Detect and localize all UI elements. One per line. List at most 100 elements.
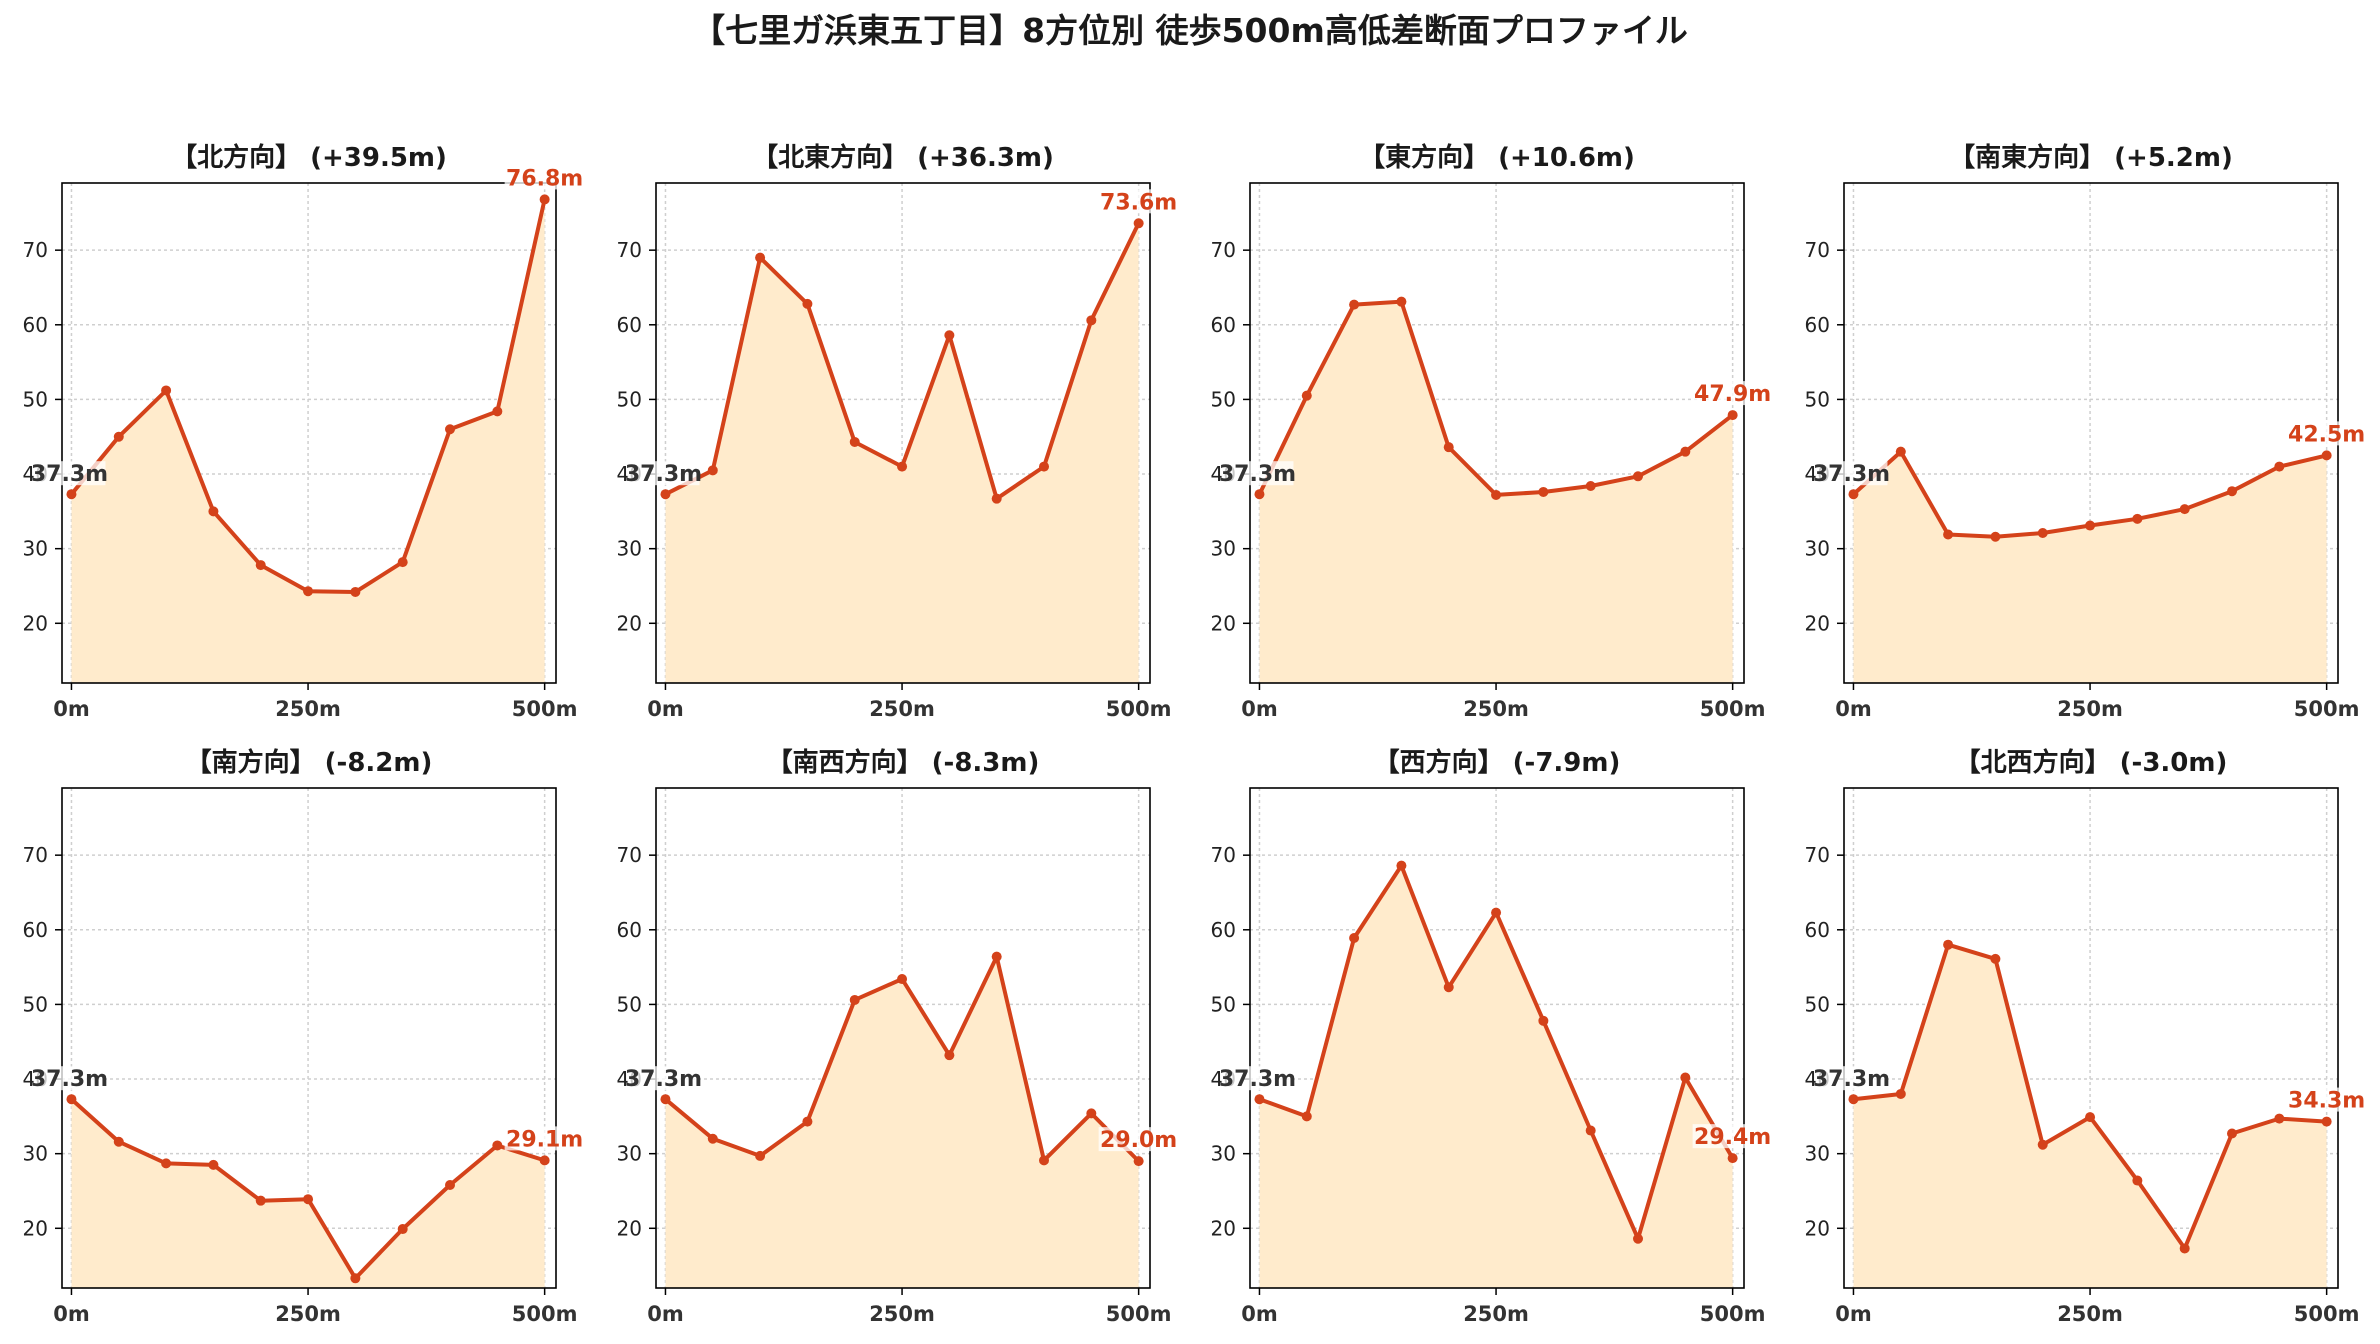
axes-frame <box>61 787 557 1289</box>
data-point <box>1443 442 1454 453</box>
subplot-title: 【西方向】 (-7.9m) <box>1374 747 1621 778</box>
y-tick-label: 50 <box>1211 387 1236 411</box>
start-label-bg <box>627 1066 700 1091</box>
y-tick-label: 70 <box>1211 238 1236 262</box>
data-point <box>1133 1156 1144 1167</box>
data-point <box>2179 504 2190 515</box>
data-point <box>2132 1175 2143 1186</box>
start-label-bg <box>1815 461 1888 486</box>
data-point <box>755 252 766 263</box>
data-point <box>1443 982 1454 993</box>
y-tick-label: 60 <box>23 918 48 942</box>
data-point <box>66 489 77 500</box>
x-tick-label: 250m <box>275 1302 341 1326</box>
data-point <box>1895 1088 1906 1099</box>
data-point <box>2227 1128 2238 1139</box>
x-tick-label: 0m <box>1241 1302 1278 1326</box>
data-point <box>2227 486 2238 497</box>
elevation-area <box>665 956 1139 1288</box>
start-label-bg <box>1221 461 1294 486</box>
data-point <box>1396 296 1407 307</box>
end-label-bg <box>504 1126 585 1151</box>
y-tick-label: 30 <box>617 1142 642 1166</box>
x-tick-label: 250m <box>2057 1302 2123 1326</box>
axes-frame <box>1249 787 1745 1289</box>
data-point <box>1491 907 1502 918</box>
data-point <box>1133 218 1144 229</box>
data-point <box>2037 528 2048 538</box>
data-point <box>1538 486 1549 497</box>
data-point <box>113 1136 124 1147</box>
y-tick-label: 50 <box>617 992 642 1016</box>
data-point <box>849 994 860 1005</box>
axes-frame <box>1843 787 2339 1289</box>
y-tick-label: 60 <box>1805 918 1830 942</box>
subplot-title: 【北方向】 (+39.5m) <box>171 142 447 173</box>
subplot-5: 【南方向】 (-8.2m)2030405060700m250m500m37.3m… <box>23 747 585 1326</box>
y-tick-label: 60 <box>1211 918 1236 942</box>
data-point <box>350 1273 361 1284</box>
elevation-area <box>1259 301 1733 683</box>
start-elevation-label: 37.3m <box>625 462 702 487</box>
y-tick-label: 20 <box>23 1216 48 1240</box>
x-tick-label: 250m <box>275 697 341 721</box>
end-label-bg <box>1098 189 1179 214</box>
data-point <box>445 424 456 435</box>
y-tick-label: 30 <box>23 1142 48 1166</box>
y-tick-label: 30 <box>1211 1142 1236 1166</box>
data-point <box>1680 446 1691 457</box>
x-tick-label: 0m <box>1835 697 1872 721</box>
start-elevation-label: 37.3m <box>1219 1067 1296 1092</box>
x-tick-label: 250m <box>1463 697 1529 721</box>
y-tick-label: 70 <box>617 238 642 262</box>
axes-frame <box>61 182 557 684</box>
x-tick-label: 250m <box>2057 697 2123 721</box>
data-point <box>1086 1108 1097 1119</box>
data-point <box>208 1159 219 1170</box>
end-elevation-label: 29.4m <box>1694 1125 1771 1150</box>
data-point <box>802 1116 813 1127</box>
start-label-bg <box>1815 1066 1888 1091</box>
data-point <box>2274 461 2285 472</box>
data-point <box>1727 410 1738 421</box>
data-point <box>1349 299 1360 310</box>
y-tick-label: 60 <box>1211 313 1236 337</box>
end-elevation-label: 47.9m <box>1694 382 1771 407</box>
elevation-area <box>71 1099 545 1288</box>
data-point <box>991 493 1002 504</box>
end-elevation-label: 42.5m <box>2288 422 2365 447</box>
data-point <box>492 1140 503 1151</box>
end-elevation-label: 34.3m <box>2288 1089 2365 1114</box>
figure-title: 【七里ガ浜東五丁目】8方位別 徒歩500m高低差断面プロファイル <box>692 11 1688 50</box>
y-tick-label: 60 <box>617 918 642 942</box>
end-label-bg <box>1692 381 1773 406</box>
y-tick-label: 50 <box>617 387 642 411</box>
x-tick-label: 500m <box>1700 1302 1766 1326</box>
y-tick-label: 50 <box>1805 992 1830 1016</box>
y-tick-label: 30 <box>1211 537 1236 561</box>
data-point <box>1039 1155 1050 1166</box>
data-point <box>1396 860 1407 871</box>
data-point <box>397 557 408 568</box>
end-elevation-label: 73.6m <box>1100 190 1177 215</box>
data-point <box>849 436 860 447</box>
subplot-title: 【南方向】 (-8.2m) <box>186 747 433 778</box>
data-point <box>1538 1015 1549 1026</box>
data-point <box>1254 1094 1265 1105</box>
data-point <box>161 1158 172 1169</box>
data-point <box>1039 461 1050 472</box>
data-point <box>1254 489 1265 500</box>
end-elevation-label: 76.8m <box>506 166 583 191</box>
x-tick-label: 0m <box>1835 1302 1872 1326</box>
y-tick-label: 30 <box>23 537 48 561</box>
data-point <box>255 1195 266 1206</box>
elevation-area <box>665 223 1139 684</box>
data-point <box>1301 1111 1312 1122</box>
start-elevation-label: 37.3m <box>1813 462 1890 487</box>
x-tick-label: 500m <box>512 1302 578 1326</box>
data-point <box>991 951 1002 962</box>
start-elevation-label: 37.3m <box>31 462 108 487</box>
y-tick-label: 50 <box>23 992 48 1016</box>
